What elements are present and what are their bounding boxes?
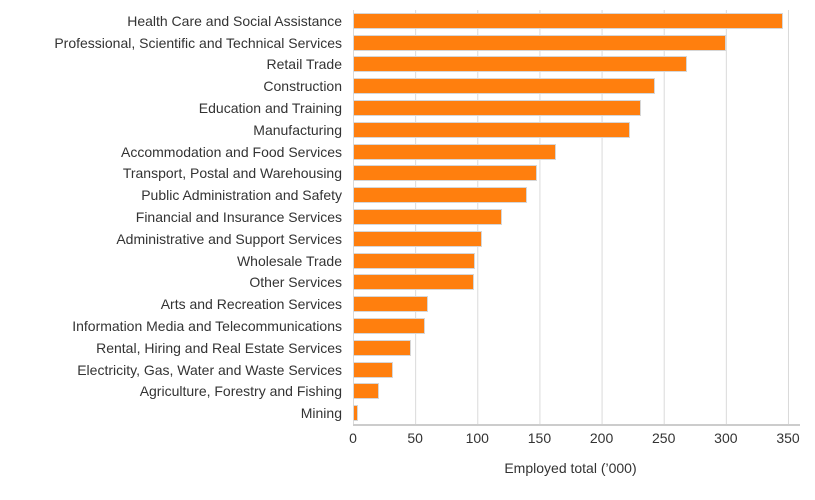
category-label: Manufacturing [253,121,342,138]
bar-row [353,119,800,141]
bar[interactable] [353,165,537,182]
bar[interactable] [353,34,726,51]
bar[interactable] [353,209,503,226]
x-tick-label: 0 [349,430,357,446]
bar[interactable] [353,339,412,356]
bar-row [353,402,800,424]
x-axis-title: Employed total (’000) [504,460,637,476]
category-label: Administrative and Support Services [116,230,342,247]
x-tick-label: 250 [652,430,676,446]
category-label: Information Media and Telecommunications [72,318,342,335]
category-label: Education and Training [198,100,342,117]
category-label: Other Services [249,274,342,291]
plot-area [353,10,800,426]
bar[interactable] [353,274,474,291]
category-label: Electricity, Gas, Water and Waste Servic… [77,361,342,378]
category-label: Rental, Hiring and Real Estate Services [96,339,342,356]
bar-row [353,337,800,359]
category-label: Retail Trade [266,56,342,73]
bar[interactable] [353,383,380,400]
bar[interactable] [353,143,556,160]
bar[interactable] [353,361,393,378]
category-label: Wholesale Trade [236,252,342,269]
bar[interactable] [353,187,527,204]
x-tick-label: 150 [527,430,552,446]
category-label: Agriculture, Forestry and Fishing [139,383,342,400]
bar-row [353,228,800,250]
bar[interactable] [353,78,655,95]
x-tick-label: 200 [589,430,614,446]
x-tick-label: 100 [465,430,489,446]
bar-row [353,293,800,315]
bar-row [353,75,800,97]
bar[interactable] [353,100,642,117]
bar-row [353,10,800,32]
bar-row [353,272,800,294]
x-tick-label: 350 [776,430,800,446]
category-label: Financial and Insurance Services [135,209,342,226]
bar[interactable] [353,121,631,138]
bar-row [353,32,800,54]
bar-row [353,141,800,163]
category-label: Construction [263,78,342,95]
bar-row [353,206,800,228]
bar[interactable] [353,405,358,422]
bar-row [353,250,800,272]
category-label: Arts and Recreation Services [160,296,342,313]
bar-row [353,381,800,403]
bar-row [353,359,800,381]
category-axis: Health Care and Social Assistance Profess… [0,10,348,424]
x-tick-label: 50 [407,430,423,446]
bar-row [353,54,800,76]
bar[interactable] [353,296,428,313]
bar-row [353,315,800,337]
bar-row [353,184,800,206]
bar-row [353,97,800,119]
bar[interactable] [353,252,475,269]
bar[interactable] [353,56,688,73]
category-label: Mining [300,405,342,422]
bar[interactable] [353,318,426,335]
bar[interactable] [353,12,783,29]
category-label: Health Care and Social Assistance [127,12,342,29]
category-label: Transport, Postal and Warehousing [122,165,342,182]
bar-row [353,163,800,185]
category-label: Public Administration and Safety [141,187,342,204]
x-tick-label: 300 [714,430,738,446]
category-label: Accommodation and Food Services [121,143,342,160]
bar[interactable] [353,230,483,247]
category-label: Professional, Scientific and Technical S… [54,34,342,51]
